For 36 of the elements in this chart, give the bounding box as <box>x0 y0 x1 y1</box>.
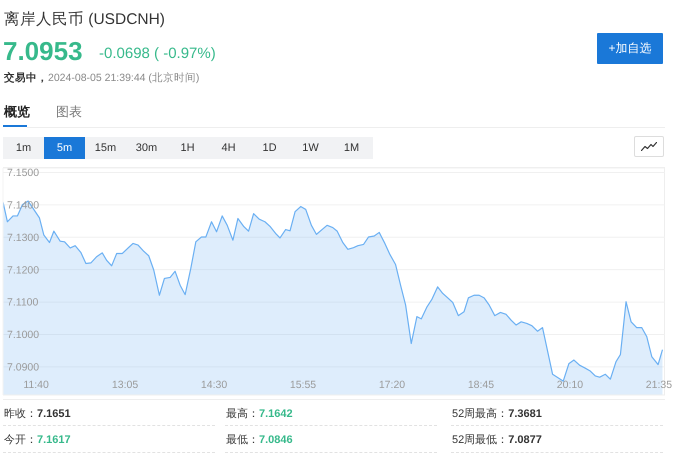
y-tick-label: 7.1300 <box>7 232 40 244</box>
text: 30m <box>136 142 158 154</box>
y-tick-label: 7.0900 <box>7 362 40 374</box>
text: 概览 <box>4 104 30 119</box>
text: +加自选 <box>608 40 652 57</box>
x-tick-label: 15:55 <box>290 379 316 391</box>
x-tick-label: 20:10 <box>556 379 584 391</box>
text: 1m <box>16 142 32 154</box>
text: 5m <box>56 142 72 154</box>
text: 今开：7.1617 <box>4 434 71 446</box>
text: 最低：7.0846 <box>226 434 293 446</box>
text: 1H <box>180 142 195 154</box>
text: -0.0698 ( -0.97%) <box>99 45 216 62</box>
text: 昨收：7.1651 <box>4 408 71 420</box>
text: 1M <box>344 142 360 154</box>
text: 52周最低：7.0877 <box>452 434 542 446</box>
chart-subtitle: 交易中，2024-08-05 21:39:44 (北京时间) <box>4 72 200 84</box>
x-tick-label: 18:45 <box>468 379 494 391</box>
x-tick-label: 21:35 <box>646 379 672 391</box>
y-tick-label: 7.1000 <box>7 329 40 342</box>
y-tick-label: 7.1200 <box>7 264 40 276</box>
text: 1D <box>262 142 277 154</box>
text: 7.0953 <box>3 36 83 66</box>
chart-title: 离岸人民币 (USDCNH) <box>4 11 165 28</box>
x-tick-label: 13:05 <box>112 379 138 391</box>
x-tick-label: 14:30 <box>200 379 228 391</box>
text: 15m <box>94 142 116 154</box>
text: 1W <box>302 142 319 154</box>
text: 最高：7.1642 <box>226 408 293 420</box>
x-tick-label: 17:20 <box>378 379 406 391</box>
x-tick-label: 11:40 <box>23 379 49 391</box>
y-tick-label: 7.1100 <box>7 296 38 309</box>
text: 4H <box>221 142 236 154</box>
text: 52周最高：7.3681 <box>452 408 542 420</box>
y-tick-label: 7.1500 <box>7 167 40 180</box>
text: 图表 <box>56 104 82 119</box>
